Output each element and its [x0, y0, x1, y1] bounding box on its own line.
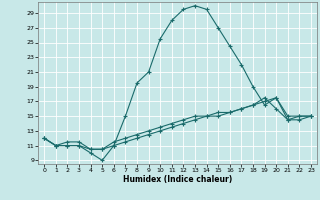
X-axis label: Humidex (Indice chaleur): Humidex (Indice chaleur) — [123, 175, 232, 184]
